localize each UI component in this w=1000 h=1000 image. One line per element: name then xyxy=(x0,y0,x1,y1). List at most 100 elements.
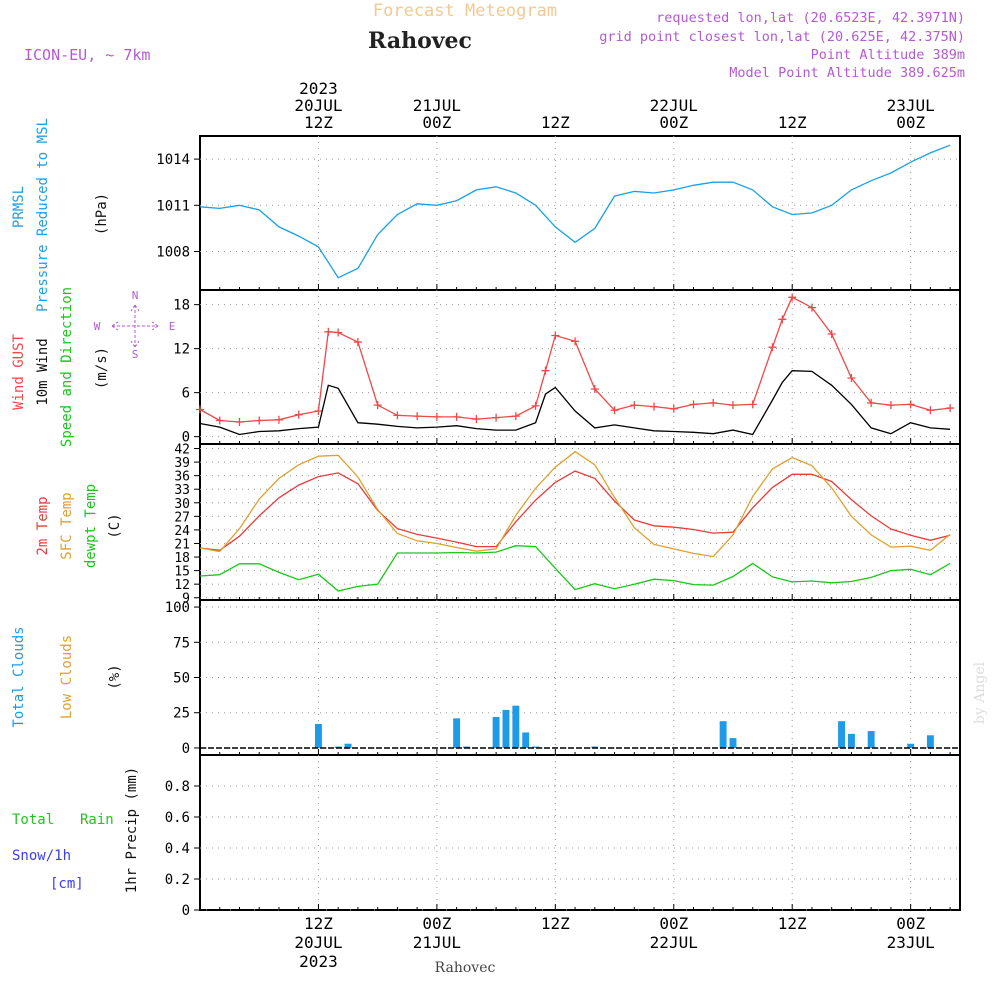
cloud-bar xyxy=(502,709,510,748)
gust-marker xyxy=(373,401,382,410)
cloud-bar xyxy=(492,716,500,748)
y-tick-label: 15 xyxy=(174,565,190,580)
cloud-bar xyxy=(907,743,915,748)
y-tick-label: 42 xyxy=(174,443,190,458)
series-line xyxy=(199,296,951,423)
gust-marker xyxy=(728,401,737,410)
compass-s: S xyxy=(132,348,139,361)
point-altitude: Point Altitude 389m xyxy=(811,47,965,63)
top-time-label: 12Z xyxy=(304,113,333,132)
series-line xyxy=(199,144,951,279)
cloud-bar xyxy=(512,705,520,748)
panel-precip: 0 0.2 0.4 0.6 0.8 xyxy=(165,754,961,919)
bottom-time-label: 21JUL xyxy=(413,933,461,952)
cloud-bar xyxy=(719,721,727,748)
cloud-bar xyxy=(522,732,530,748)
panel-frame xyxy=(199,443,961,601)
gust-marker xyxy=(393,411,402,420)
cloud-bar xyxy=(532,746,540,748)
gust-marker xyxy=(571,337,580,346)
y-tick-label: 30 xyxy=(174,497,190,512)
y-tick-label: 1014 xyxy=(156,152,190,168)
y-tick-label: 27 xyxy=(174,510,190,525)
temp-2m-label: 2m Temp xyxy=(35,496,51,555)
rain-total-label: Total xyxy=(12,812,54,828)
gust-marker xyxy=(610,406,619,415)
snow-unit-label: [cm] xyxy=(50,876,84,892)
prmsl-unit-label: (hPa) xyxy=(94,193,110,235)
gust-marker xyxy=(778,315,787,324)
gust-marker xyxy=(669,404,678,413)
clouds-unit-label: (%) xyxy=(107,664,123,689)
top-time-label: 00Z xyxy=(659,113,688,132)
temp-sfc-label: SFC Temp xyxy=(59,492,75,559)
panel-clouds: 0 25 50 75 100 xyxy=(165,599,961,757)
gust-marker xyxy=(274,415,283,424)
gust-marker xyxy=(689,400,698,409)
bottom-time-label: 12Z xyxy=(304,914,333,933)
y-tick-label: 25 xyxy=(173,706,190,722)
gust-marker xyxy=(353,338,362,347)
y-tick-label: 33 xyxy=(174,483,190,498)
clouds-low-label: Low Clouds xyxy=(59,635,75,719)
series-line xyxy=(199,470,951,551)
y-tick-label: 18 xyxy=(173,298,190,314)
panel-wind: 0 6 12 18 xyxy=(173,289,961,446)
cloud-bar xyxy=(453,718,461,748)
gust-marker xyxy=(926,406,935,415)
location-title: Rahovec xyxy=(368,28,472,54)
gust-marker xyxy=(886,401,895,410)
gust-marker xyxy=(255,416,264,425)
prmsl-desc-label: Pressure Reduced to MSL xyxy=(35,118,51,312)
y-tick-label: 12 xyxy=(173,342,190,358)
bottom-time-label: 22JUL xyxy=(650,933,698,952)
panel-frame xyxy=(199,754,961,911)
gust-marker xyxy=(314,407,323,415)
y-tick-label: 0.2 xyxy=(165,872,190,888)
grid-point-coords: grid point closest lon,lat (20.625E, 42.… xyxy=(599,29,965,45)
gust-marker xyxy=(788,293,797,302)
y-tick-label: 21 xyxy=(174,537,190,552)
temp-dew-label: dewpt Temp xyxy=(83,484,99,568)
y-tick-label: 0.4 xyxy=(165,841,190,857)
clouds-total-label: Total Clouds xyxy=(11,626,27,727)
rain-rain-label: Rain xyxy=(80,812,114,828)
y-tick-label: 18 xyxy=(174,551,190,566)
top-time-label: 22JUL xyxy=(650,96,698,115)
gust-marker xyxy=(472,415,481,424)
gust-marker xyxy=(531,401,540,410)
gust-marker xyxy=(906,400,915,409)
cloud-bar xyxy=(838,721,846,748)
top-time-label: 12Z xyxy=(541,113,570,132)
cloud-bar xyxy=(729,738,737,748)
wind-unit-label: (m/s) xyxy=(94,347,110,389)
compass-e: E xyxy=(169,320,176,333)
compass-arrows xyxy=(111,304,159,348)
cloud-bar xyxy=(344,743,352,748)
bottom-time-label: 2023 xyxy=(299,952,338,971)
chart-title: Forecast Meteogram xyxy=(373,1,557,21)
series-line xyxy=(199,545,951,592)
gust-marker xyxy=(847,374,856,382)
panel-pressure: 1008 1011 1014 xyxy=(156,135,961,291)
chart-layer: 1008101110140612189121518212427303336394… xyxy=(156,79,961,971)
gust-marker xyxy=(196,405,204,414)
wind-gust-label: Wind GUST xyxy=(11,334,27,410)
gust-marker xyxy=(551,331,560,340)
wind-dir-label: Speed and Direction xyxy=(59,287,75,447)
requested-coords: requested lon,lat (20.6523E, 42.3971N) xyxy=(656,10,965,26)
gust-marker xyxy=(324,327,333,336)
y-tick-label: 50 xyxy=(173,671,190,687)
bottom-time-label: 23JUL xyxy=(887,933,935,952)
gust-marker xyxy=(235,418,244,426)
watermark: by Angel xyxy=(972,661,988,724)
gust-marker xyxy=(768,343,777,352)
y-tick-label: 0.6 xyxy=(165,810,190,826)
bottom-time-label: 00Z xyxy=(659,914,688,933)
y-tick-label: 0 xyxy=(182,741,190,757)
prmsl-label: PRMSL xyxy=(11,186,27,228)
y-tick-label: 9 xyxy=(182,592,190,607)
series-line xyxy=(199,450,951,558)
